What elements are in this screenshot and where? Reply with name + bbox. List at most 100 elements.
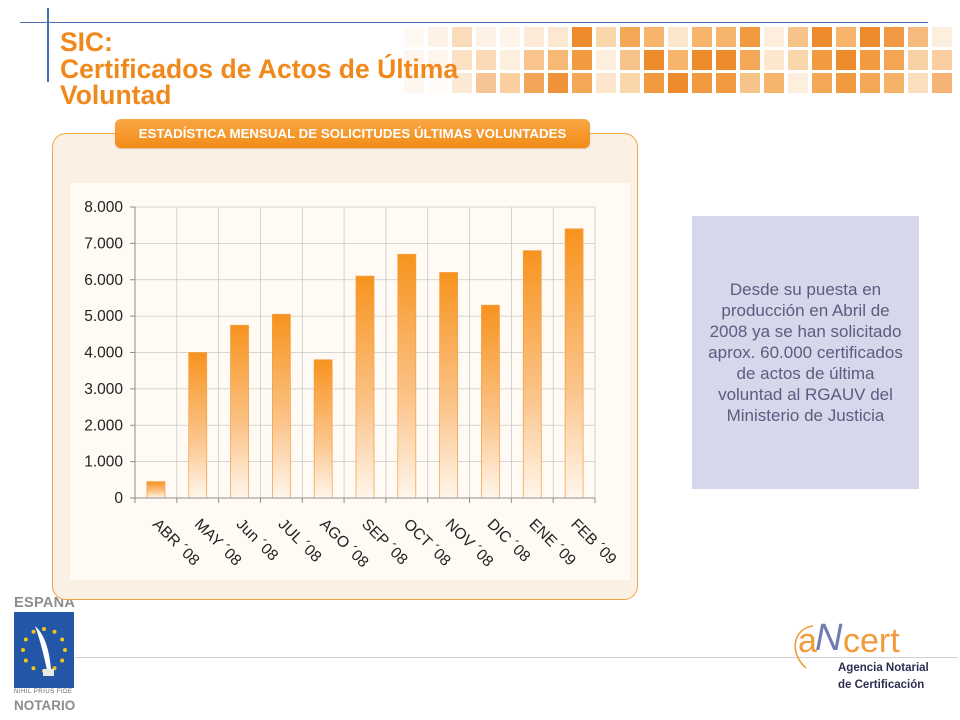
notario-label: NOTARIO <box>14 698 76 713</box>
mosaic-tile <box>884 50 904 70</box>
eu-star-icon <box>63 648 67 652</box>
mosaic-tile <box>452 50 472 70</box>
y-tick-label: 6.000 <box>84 272 123 289</box>
mosaic-tile <box>620 50 640 70</box>
mosaic-tile <box>644 27 664 47</box>
chart-title: ESTADÍSTICA MENSUAL DE SOLICITUDES ÚLTIM… <box>138 126 567 141</box>
ancert-logo-a: a <box>798 622 817 660</box>
mosaic-tile <box>620 27 640 47</box>
ancert-logo-n: N <box>815 617 843 659</box>
slide-title-line: SIC: <box>60 27 113 57</box>
y-tick-label: 0 <box>114 490 123 507</box>
ancert-logo-cert: cert <box>843 622 900 660</box>
inkwell-icon <box>43 669 54 676</box>
mosaic-tile <box>476 73 496 93</box>
bar <box>146 481 166 499</box>
eu-star-icon <box>31 629 36 634</box>
mosaic-tile <box>668 73 688 93</box>
mosaic-tile <box>572 50 592 70</box>
mosaic-tile <box>620 73 640 93</box>
mosaic-tile <box>908 27 928 47</box>
mosaic-tile <box>404 50 424 70</box>
eu-star-icon <box>23 637 28 642</box>
mosaic-tile <box>572 27 592 47</box>
info-box-line: Desde su puesta en <box>729 280 882 299</box>
mosaic-tile <box>548 50 568 70</box>
info-box-line: de actos de última <box>736 364 875 383</box>
chart-bars <box>146 228 584 499</box>
eu-star-icon <box>52 629 57 634</box>
mosaic-tile <box>764 27 784 47</box>
y-tick-label: 4.000 <box>84 345 123 362</box>
notary-shield-icon <box>14 612 74 688</box>
header-rule <box>20 22 928 23</box>
mosaic-tile <box>860 27 880 47</box>
mosaic-tile <box>860 73 880 93</box>
eu-star-icon <box>31 666 36 671</box>
mosaic-tile <box>812 73 832 93</box>
mosaic-tile <box>644 73 664 93</box>
mosaic-tile <box>884 27 904 47</box>
mosaic-tile <box>740 50 760 70</box>
mosaic-tile <box>524 27 544 47</box>
bar <box>439 272 459 499</box>
mosaic-tile <box>908 73 928 93</box>
mosaic-tile <box>908 50 928 70</box>
eu-stars <box>21 627 67 673</box>
mosaic-tile <box>836 50 856 70</box>
info-box-line: Ministerio de Justicia <box>726 406 885 425</box>
mosaic-tile <box>716 73 736 93</box>
mosaic-tile <box>428 73 448 93</box>
mosaic-tile <box>548 27 568 47</box>
x-tick-label: JUL ´08 <box>275 516 325 566</box>
mosaic-tile <box>716 27 736 47</box>
y-tick-label: 8.000 <box>84 199 123 216</box>
mosaic-tile <box>884 73 904 93</box>
footer-rule <box>75 657 958 658</box>
ancert-agency-line-1: Agencia Notarial <box>838 662 929 674</box>
mosaic-tile <box>812 27 832 47</box>
info-box-line: aprox. 60.000 certificados <box>708 343 903 362</box>
mosaic-tile <box>692 50 712 70</box>
mosaic-tile <box>404 73 424 93</box>
mosaic-tile <box>740 73 760 93</box>
bar <box>271 313 291 499</box>
bar <box>313 359 333 499</box>
mosaic-tile <box>764 50 784 70</box>
bar <box>564 228 584 499</box>
mosaic-tile <box>644 50 664 70</box>
slide-title-line: Voluntad <box>60 80 172 110</box>
eu-star-icon <box>60 637 65 642</box>
eu-star-icon <box>60 658 65 663</box>
bar <box>522 250 542 499</box>
mosaic-tile <box>500 27 520 47</box>
espana-label: ESPAÑA <box>14 595 76 611</box>
mosaic-tile <box>836 27 856 47</box>
eu-star-icon <box>21 648 25 652</box>
mosaic-tile <box>452 73 472 93</box>
y-tick-label: 1.000 <box>84 454 123 471</box>
mosaic-tile <box>932 73 952 93</box>
chart-axes <box>130 206 596 503</box>
mosaic-tile <box>716 50 736 70</box>
ancert-swoosh-icon <box>794 625 814 669</box>
ancert-agency-line-2: de Certificación <box>838 679 925 691</box>
bar <box>230 324 249 499</box>
mosaic-tile <box>452 27 472 47</box>
mosaic-tile <box>764 73 784 93</box>
mosaic-tile <box>572 73 592 93</box>
bar-chart: 0 1.000 2.000 3.000 4.000 5.000 6.000 7.000 8.00… <box>84 199 619 571</box>
mosaic-tile <box>668 50 688 70</box>
mosaic-tile <box>428 50 448 70</box>
mosaic-tile <box>692 27 712 47</box>
mosaic-tile <box>788 27 808 47</box>
info-box-line: 2008 ya se han solicitado <box>709 322 902 341</box>
mosaic-tile <box>476 27 496 47</box>
mosaic-tile <box>788 73 808 93</box>
mosaic-tile <box>692 73 712 93</box>
y-tick-label: 3.000 <box>84 381 123 398</box>
mosaic-tile <box>500 73 520 93</box>
slide-title-line: Certificados de Actos de Última <box>60 53 459 84</box>
info-box-line: voluntad al RGAUV del <box>718 385 893 404</box>
